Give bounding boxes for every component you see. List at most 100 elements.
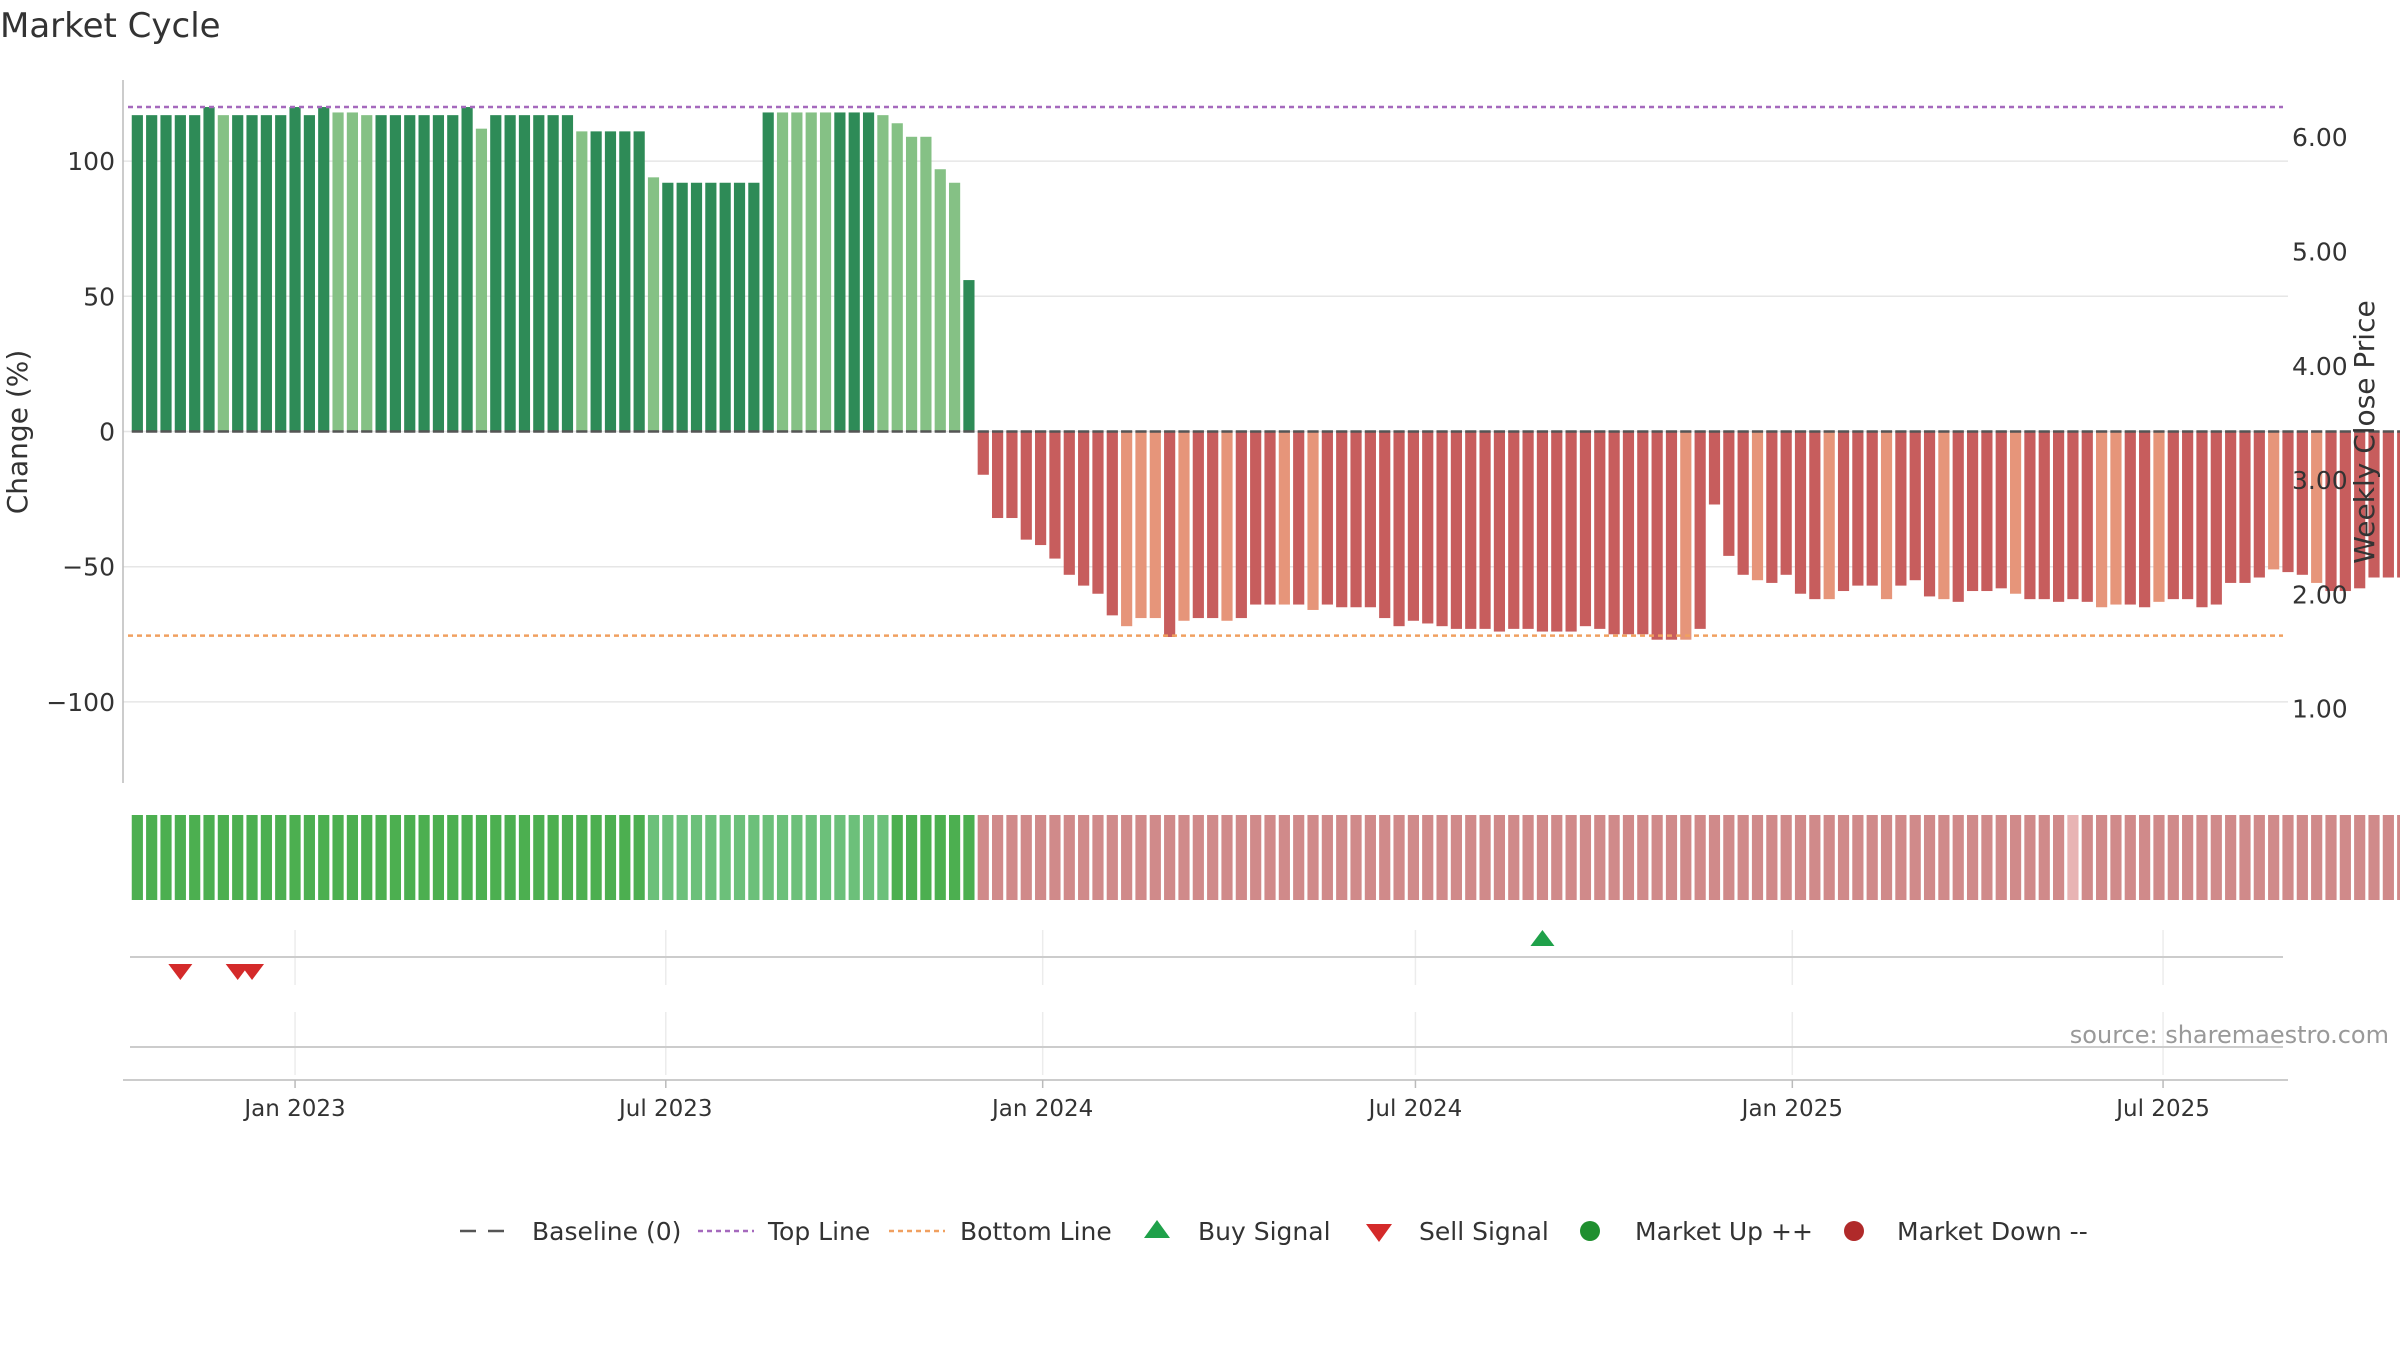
change-bar [2268,431,2280,570]
legend-item-baseline: Baseline (0) [460,1217,681,1246]
trend-band-cell [1766,815,1778,900]
change-bar [676,182,688,432]
trend-band-cell [963,815,975,900]
y-tick-label: 50 [83,282,115,311]
trend-band-cell [1278,815,1290,900]
trend-band-cell [877,815,889,900]
change-bar [2311,431,2323,583]
change-bar [2153,431,2165,602]
trend-band-cell [2296,815,2308,900]
change-bar [1651,431,1663,640]
trend-band-cell [1708,815,1721,900]
trend-band-cell [1880,815,1893,900]
circle-icon [1580,1221,1600,1241]
change-bar [303,115,315,432]
sell-signal-marker [168,964,193,980]
trend-band-cell [662,815,674,900]
trend-band-cell [260,815,272,900]
change-bar [289,107,301,432]
x-tick-label: Jul 2025 [2114,1096,2210,1122]
trend-band-cell [232,815,244,900]
trend-band-cell [1938,815,1950,900]
trend-band-cell [1651,815,1663,900]
change-bar [705,182,717,432]
change-bar [418,115,430,432]
change-bar [404,115,416,432]
change-bar [1909,431,1921,581]
trend-band-cell [2110,815,2122,900]
trend-band-cell [1264,815,1276,900]
trend-band-cell [2096,815,2108,900]
change-bar [1809,431,1821,600]
source-note: source: sharemaestro.com [2070,1021,2389,1049]
change-bar [1522,431,1534,629]
change-bar [1866,431,1878,586]
change-bar [662,182,674,432]
x-tick-label: Jan 2025 [1740,1096,1843,1122]
trend-band-cell [318,815,330,900]
change-bar [2081,431,2093,602]
change-bar [1078,431,1090,586]
trend-band-cell [1594,815,1606,900]
trend-band-cell [1006,815,1018,900]
change-bar [590,131,602,432]
signal-strip [130,930,2283,1075]
change-bar [2210,431,2222,605]
change-bar [203,107,215,432]
trend-band-cell [1422,815,1434,900]
change-bar [1565,431,1577,632]
change-bar [1106,431,1118,616]
change-bar [389,115,402,432]
trend-band-cell [1966,815,1979,900]
trend-band-cell [1737,815,1749,900]
trend-band-cell [2210,815,2222,900]
trend-band-cell [949,815,961,900]
change-bar [2038,431,2050,600]
y-tick-label: 100 [67,147,115,176]
trend-band-cell [776,815,789,900]
trend-band-cell [1909,815,1921,900]
trend-band-cell [1436,815,1448,900]
change-bar [1221,431,1233,621]
trend-band-cell [1092,815,1104,900]
trend-band-cell [1336,815,1348,900]
trend-band-cell [848,815,860,900]
trend-band-cell [189,815,201,900]
trend-band-cell [1479,815,1491,900]
trend-band-cell [1780,815,1792,900]
change-bar [949,182,961,432]
trend-band-cell [246,815,258,900]
trend-band-cell [1837,815,1850,900]
trend-band-cell [1164,815,1176,900]
change-bar [1665,431,1678,640]
trend-band-cell [920,815,932,900]
trend-band-cell [1049,815,1061,900]
trend-band-cell [2053,815,2065,900]
legend-label: Bottom Line [960,1217,1112,1246]
change-bar [1321,431,1333,605]
x-axis: Jan 2023 Jul 2023 Jan 2024 Jul 2024 Jan 2025… [123,1079,2288,1122]
trend-band-cell [432,815,445,900]
trend-band-cell [174,815,186,900]
trend-band-cell [1350,815,1362,900]
change-bar [375,115,387,432]
change-bar [561,115,574,432]
trend-band-cell [1293,815,1305,900]
trend-band-cell [2139,815,2151,900]
trend-band-cell [1307,815,1319,900]
legend-item-mup: Market Up ++ [1580,1217,1813,1246]
change-bar [1952,431,1964,602]
trend-band-cell [1063,815,1075,900]
y-tick-label: −50 [62,553,115,582]
change-bar [1794,431,1807,594]
change-bar [1149,431,1161,619]
trend-band-cell [862,815,875,900]
trend-band-cell [561,815,574,900]
change-bar [1694,431,1706,629]
change-bar [1063,431,1075,575]
change-bar [977,431,989,475]
y2-tick-label: 4.00 [2292,352,2348,381]
trend-band-cell [1923,815,1936,900]
change-bar [1780,431,1792,575]
